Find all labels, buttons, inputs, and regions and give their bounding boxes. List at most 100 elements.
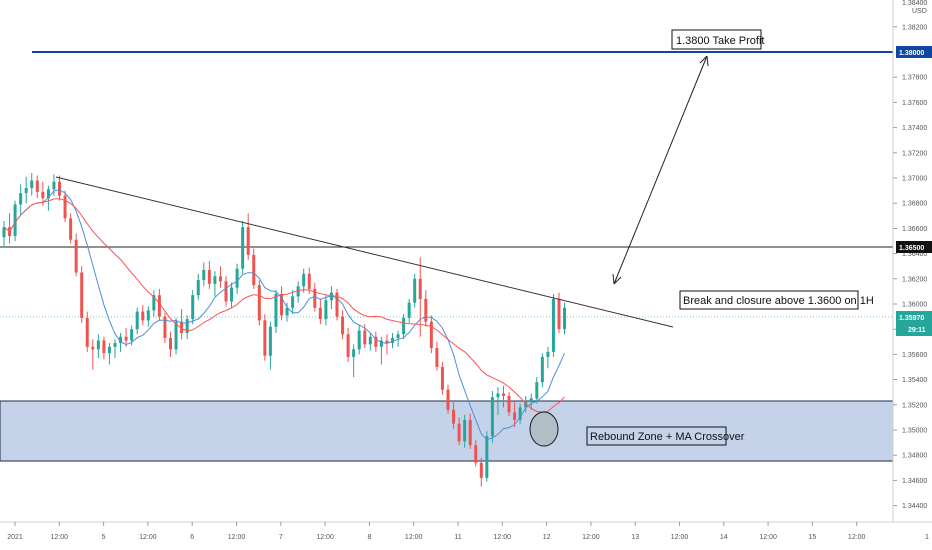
candle-body	[546, 351, 550, 357]
candle	[52, 174, 56, 196]
take-profit-price-tag: 1.38000	[896, 46, 932, 58]
candle-body	[119, 336, 123, 344]
candle	[19, 184, 23, 215]
candle-body	[130, 329, 134, 341]
candle-body	[368, 336, 372, 345]
candle	[540, 353, 544, 388]
resistance-price-tag: 1.36500	[896, 241, 932, 253]
candle-body	[202, 269, 206, 281]
candle	[135, 307, 139, 335]
candle	[207, 261, 211, 289]
price-tick-label: 1.35600	[902, 352, 927, 359]
time-tick-label: 12:00	[582, 534, 600, 541]
candle-body	[335, 292, 339, 317]
candle-body	[218, 276, 222, 282]
candle-body	[191, 295, 195, 320]
candle-body	[363, 330, 367, 345]
countdown-timer: 29:11	[908, 327, 926, 334]
candle-body	[440, 367, 444, 390]
candle	[396, 330, 400, 347]
candle	[146, 306, 150, 327]
breakout-label: Break and closure above 1.3600 on 1H	[683, 295, 874, 307]
candle	[2, 220, 6, 248]
trendline[interactable]	[55, 176, 674, 328]
price-tick-label: 1.35200	[902, 402, 927, 409]
candle-body	[551, 298, 555, 352]
price-tick-label: 1.36800	[902, 201, 927, 208]
candle-body	[435, 348, 439, 367]
time-tick-label: 12:00	[671, 534, 689, 541]
candle-body	[180, 321, 184, 333]
candle-body	[468, 419, 472, 446]
price-tick-label: 1.34400	[902, 503, 927, 510]
time-tick-label: 12:00	[51, 534, 69, 541]
candle-body	[224, 281, 228, 302]
candles	[2, 172, 567, 487]
candle	[96, 334, 100, 359]
candle-body	[274, 293, 278, 327]
candle	[85, 311, 89, 352]
candle	[263, 314, 267, 361]
candle-body	[24, 188, 28, 194]
candle	[280, 286, 283, 321]
candle-body	[413, 278, 417, 303]
candle	[113, 339, 117, 359]
candle-body	[19, 193, 23, 205]
candle-body	[124, 336, 128, 341]
time-tick-label: 12:00	[228, 534, 246, 541]
candle	[435, 341, 439, 371]
candle	[69, 213, 73, 244]
candle	[152, 290, 156, 317]
price-tick-label: 1.35000	[902, 428, 927, 435]
candle	[191, 290, 195, 325]
candle-body	[318, 307, 322, 320]
time-tick-label: 11	[454, 534, 461, 541]
candle-body	[257, 285, 261, 321]
candle	[374, 331, 378, 352]
candle-body	[268, 326, 272, 356]
candle-body	[174, 321, 178, 350]
candle-body	[80, 272, 84, 318]
zone-annotation: Rebound Zone + MA Crossover	[586, 426, 745, 446]
candle-body	[291, 296, 295, 308]
candle	[318, 298, 322, 325]
projection-arrow	[612, 55, 709, 285]
candle	[119, 332, 123, 352]
candle-body	[502, 393, 505, 396]
candle	[224, 276, 228, 307]
candle	[457, 417, 461, 446]
current-price-tag: 1.35970 29:11	[896, 311, 932, 336]
candle	[169, 331, 172, 357]
candle-body	[457, 423, 461, 442]
candle	[141, 305, 145, 326]
candle	[230, 282, 234, 308]
candle	[24, 176, 28, 204]
candle	[235, 263, 239, 294]
candle-body	[252, 254, 256, 286]
price-tick-label: 1.37800	[902, 75, 927, 82]
candle-body	[429, 321, 433, 349]
price-tick-label: 1.37000	[902, 176, 927, 183]
time-axis[interactable]: 2021 12:00 5 12:00 6 12:00 7 12:00 8 12:00 11 12:00…	[7, 522, 866, 541]
candle	[529, 393, 533, 410]
candle	[507, 392, 511, 417]
candle-body	[324, 300, 328, 320]
candle-body	[263, 320, 267, 356]
price-tick-label: 1.36600	[902, 226, 927, 233]
candle-body	[563, 307, 567, 330]
candle	[490, 390, 494, 443]
candle-body	[280, 293, 283, 316]
price-axis[interactable]	[893, 0, 932, 550]
candle-body	[341, 316, 345, 335]
time-tick-label: 12:00	[848, 534, 866, 541]
candle-body	[41, 191, 45, 199]
candle-body	[446, 389, 450, 410]
candle-body	[296, 286, 300, 297]
candle-body	[141, 311, 145, 321]
take-profit-annotation: 1.3800 Take Profit	[671, 29, 764, 50]
candle-body	[529, 398, 533, 402]
candle-body	[424, 298, 428, 322]
candle-body	[402, 317, 406, 335]
candle	[313, 282, 317, 312]
